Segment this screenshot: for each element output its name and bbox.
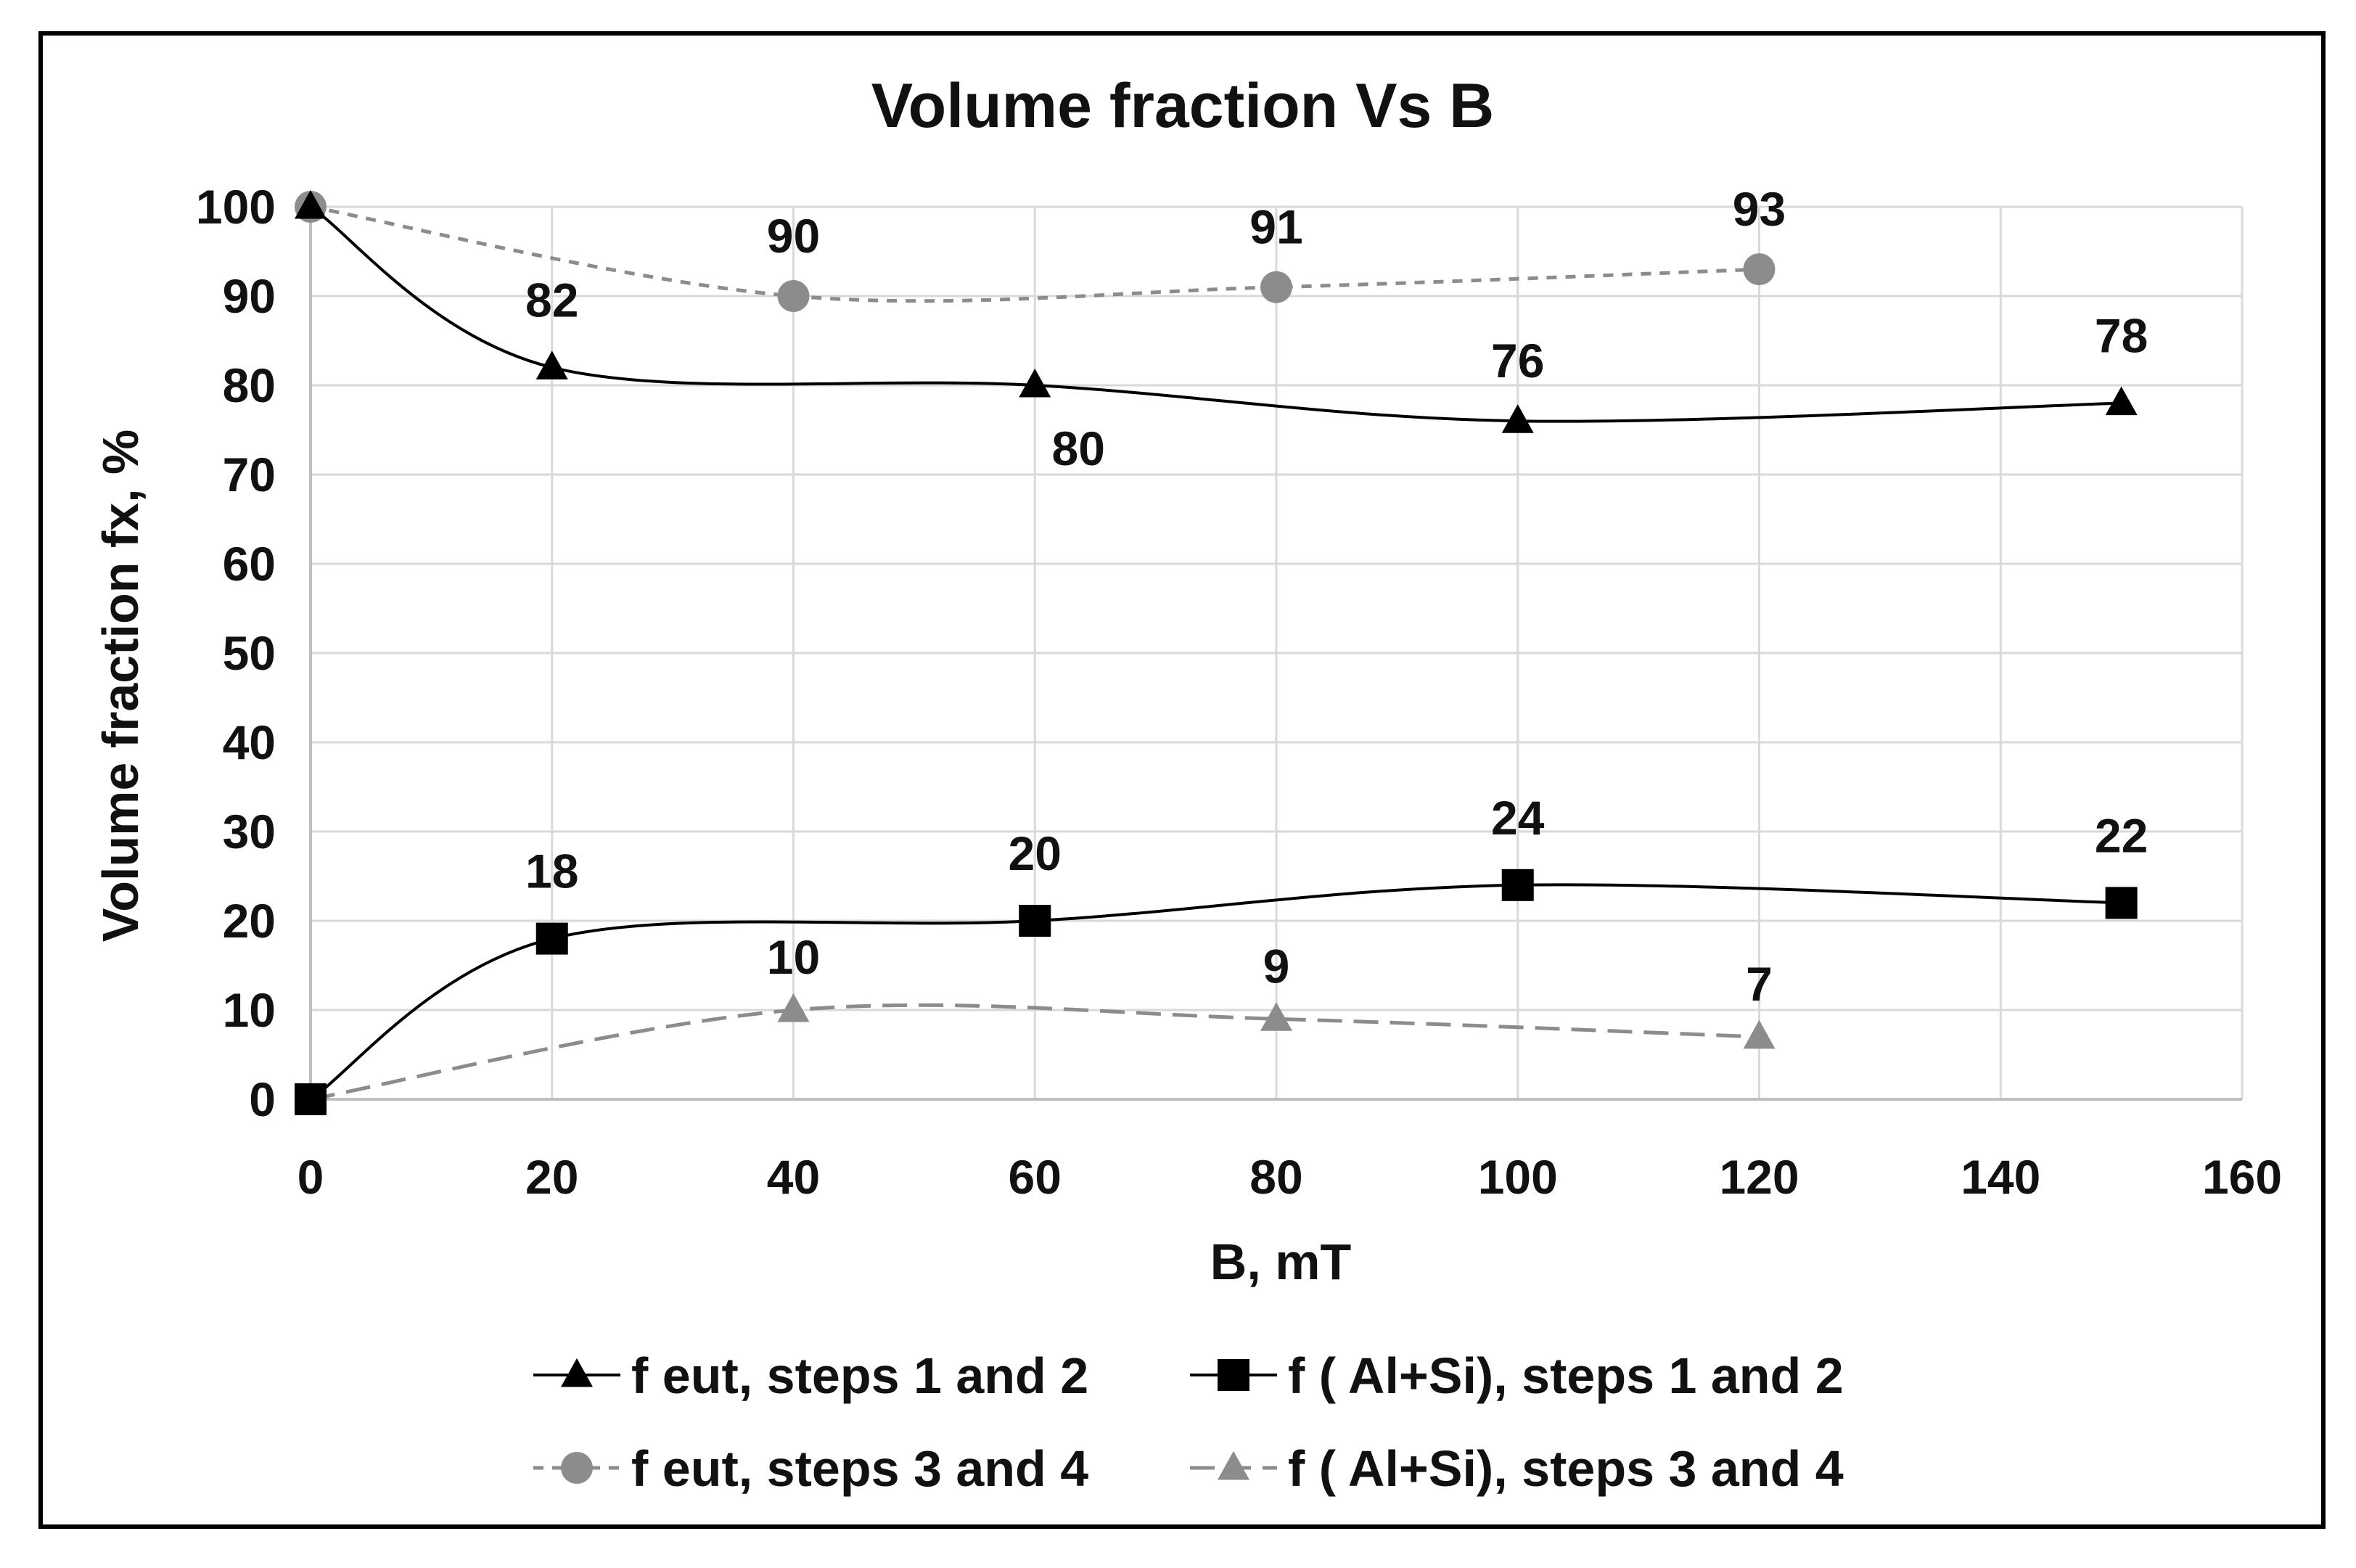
legend-marker <box>561 1358 593 1387</box>
legend-entry-3: f eut, steps 3 and 4 <box>533 1440 1088 1497</box>
y-tick-label: 10 <box>223 983 276 1037</box>
legend-label: f eut, steps 1 and 2 <box>631 1347 1088 1404</box>
data-label: 18 <box>525 845 578 898</box>
x-tick-label: 60 <box>1009 1150 1062 1204</box>
y-tick-label: 80 <box>223 358 276 412</box>
series-line-2 <box>309 883 2122 1101</box>
series-4-point <box>1743 1019 1776 1049</box>
data-label: 22 <box>2095 808 2148 862</box>
series-3-point <box>777 280 810 312</box>
legend-label: f ( Al+Si), steps 3 and 4 <box>1288 1440 1844 1497</box>
data-label: 10 <box>767 930 820 984</box>
chart-title: Volume fraction Vs B <box>871 71 1495 141</box>
x-tick-label: 80 <box>1249 1150 1302 1204</box>
y-tick-label: 20 <box>223 894 276 948</box>
x-axis-label: B, mT <box>1210 1234 1351 1290</box>
legend-entry-4: f ( Al+Si), steps 3 and 4 <box>1190 1440 1844 1497</box>
y-axis-label: Volume fraction fx, % <box>92 430 149 943</box>
series-1-point <box>2105 386 2138 416</box>
series-line-1 <box>309 205 2122 423</box>
y-tick-label: 50 <box>223 626 276 680</box>
legend-marker <box>561 1452 593 1484</box>
axes: 0 20 40 60 80 100 120 140 1600102030405060708090… <box>196 180 2282 1204</box>
legend: f eut, steps 1 and 2 f ( Al+Si), steps 1 … <box>533 1347 1844 1497</box>
y-tick-label: 40 <box>223 715 276 769</box>
series-1-point <box>535 350 568 379</box>
data-label: 76 <box>1491 334 1544 387</box>
series-3-point <box>1260 271 1292 303</box>
data-label: 91 <box>1249 200 1302 254</box>
x-tick-label: 0 <box>297 1150 324 1204</box>
legend-marker <box>1218 1359 1249 1391</box>
x-tick-label: 40 <box>767 1150 820 1204</box>
data-label: 82 <box>525 273 578 327</box>
data-label: 78 <box>2095 309 2148 363</box>
y-tick-label: 100 <box>196 180 276 234</box>
data-label: 93 <box>1733 182 1786 236</box>
x-tick-label: 120 <box>1719 1150 1799 1204</box>
data-labels: 90 91 93 10 9 7 82 80 76 78 18 20 24 22 <box>525 182 2148 1011</box>
y-tick-label: 0 <box>249 1072 276 1126</box>
data-label: 9 <box>1263 939 1290 993</box>
legend-entry-1: f eut, steps 1 and 2 <box>533 1347 1088 1404</box>
data-label: 20 <box>1009 826 1062 880</box>
series-4-point <box>1260 1002 1292 1031</box>
series-2-point <box>295 1083 327 1115</box>
x-tick-label: 140 <box>1961 1150 2040 1204</box>
x-tick-label: 20 <box>525 1150 578 1204</box>
series-2-point <box>535 922 568 955</box>
series-1-point <box>295 189 327 219</box>
y-tick-label: 30 <box>223 805 276 858</box>
y-tick-label: 70 <box>223 448 276 501</box>
series-2-point <box>1501 869 1534 901</box>
x-tick-label: 160 <box>2202 1150 2282 1204</box>
series-line-4 <box>310 1003 1760 1101</box>
legend-marker <box>1218 1450 1249 1480</box>
series-1-point <box>1019 368 1051 398</box>
data-label: 90 <box>767 209 820 263</box>
data-label: 24 <box>1491 791 1545 845</box>
y-tick-label: 60 <box>223 537 276 591</box>
data-label: 80 <box>1052 422 1105 475</box>
series-1-point <box>1501 404 1534 433</box>
legend-label: f ( Al+Si), steps 1 and 2 <box>1288 1347 1844 1404</box>
series <box>295 189 2138 1115</box>
y-tick-label: 90 <box>223 269 276 323</box>
legend-entry-2: f ( Al+Si), steps 1 and 2 <box>1190 1347 1844 1404</box>
data-label: 7 <box>1746 957 1773 1011</box>
x-tick-label: 100 <box>1478 1150 1558 1204</box>
series-line-3 <box>310 205 1760 303</box>
chart-border <box>38 31 2326 1529</box>
series-4-point <box>777 993 810 1022</box>
legend-label: f eut, steps 3 and 4 <box>631 1440 1088 1497</box>
series-2-point <box>2105 887 2138 919</box>
series-3-point <box>1743 253 1776 286</box>
series-2-point <box>1019 905 1051 937</box>
